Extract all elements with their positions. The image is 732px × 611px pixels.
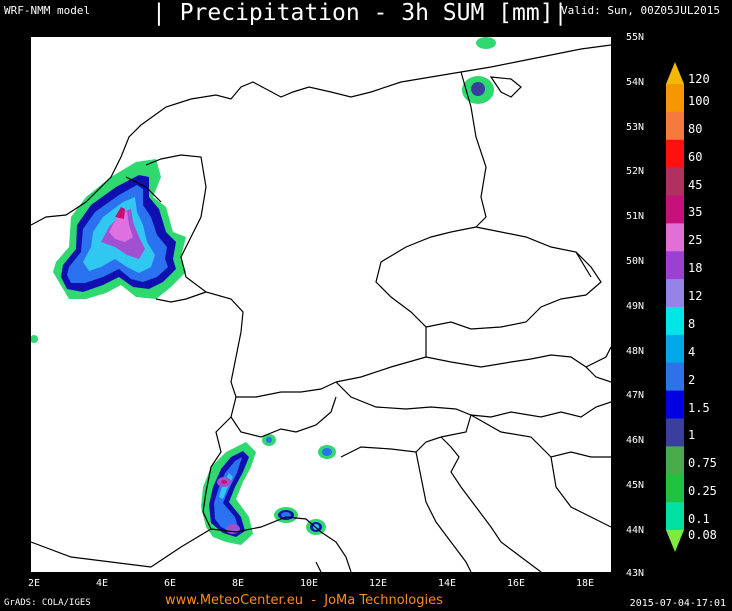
color-bar-label: 18: [688, 261, 703, 276]
color-bar-label: 60: [688, 149, 703, 164]
lon-label-6e: 6E: [163, 578, 177, 589]
color-bar-label: 12: [688, 289, 703, 304]
lon-label-12e: 12E: [368, 578, 388, 589]
lat-label-55n: 55N: [626, 32, 645, 43]
color-bar-swatch: [666, 418, 684, 447]
model-label: WRF-NMM model: [4, 4, 91, 17]
map-area: [31, 37, 611, 572]
color-bar-label: 100: [688, 93, 710, 108]
site-credit: www.MeteoCenter.eu - JoMa Technologies: [165, 593, 443, 608]
lat-label-54n: 54N: [626, 77, 645, 88]
country-borders: [31, 44, 611, 572]
color-bar-label: 25: [688, 233, 703, 248]
generated-timestamp: 2015-07-04-17:01: [629, 598, 726, 609]
lon-label-10e: 10E: [299, 578, 319, 589]
color-bar-swatch: [666, 279, 684, 308]
color-bar-swatch: [666, 502, 684, 531]
color-bar-swatch: [666, 62, 684, 84]
lon-label-18e: 18E: [575, 578, 595, 589]
color-bar-label: 0.08: [688, 528, 717, 542]
valid-time-label: Valid: Sun, 00Z05JUL2015: [561, 4, 720, 17]
color-bar-swatch: [666, 139, 684, 169]
color-bar-label: 4: [688, 344, 696, 359]
color-bar-label: 1.5: [688, 400, 710, 415]
color-bar: [666, 62, 684, 552]
color-bar-swatch: [666, 362, 684, 392]
color-bar-swatch: [666, 446, 684, 475]
color-bar-label: 0.25: [688, 484, 717, 499]
lat-label-53n: 53N: [626, 122, 645, 133]
color-bar-label: 80: [688, 121, 703, 136]
color-bar-swatch: [666, 195, 684, 224]
precipitation-map: [31, 37, 611, 572]
lat-label-52n: 52N: [626, 166, 645, 177]
lat-label-50n: 50N: [626, 256, 645, 267]
color-bar-label: 1: [688, 428, 696, 443]
color-bar-swatch: [666, 390, 684, 419]
lon-label-16e: 16E: [506, 578, 526, 589]
color-bar-label: 0.75: [688, 456, 717, 471]
color-bar-swatch: [666, 474, 684, 503]
lat-label-49n: 49N: [626, 301, 645, 312]
lon-label-4e: 4E: [95, 578, 109, 589]
color-bar-label: 45: [688, 177, 703, 192]
color-bar-swatch: [666, 334, 684, 364]
lat-label-45n: 45N: [626, 480, 645, 491]
lat-label-51n: 51N: [626, 211, 645, 222]
map-title: | Precipitation - 3h SUM [mm]|: [152, 0, 568, 26]
color-bar-swatch: [666, 111, 684, 141]
color-bar-swatch: [666, 84, 684, 113]
color-bar-label: 0.1: [688, 512, 710, 527]
grads-credit: GrADS: COLA/IGES: [4, 598, 91, 608]
lon-label-8e: 8E: [231, 578, 245, 589]
lat-label-43n: 43N: [626, 568, 645, 579]
lon-label-2e: 2E: [27, 578, 41, 589]
lat-label-44n: 44N: [626, 525, 645, 536]
color-bar-swatch: [666, 307, 684, 336]
precip-area-baltic: [462, 37, 496, 104]
lon-label-14e: 14E: [437, 578, 457, 589]
color-bar-swatch: [666, 167, 684, 196]
color-bar-label: 8: [688, 316, 696, 331]
color-bar-label: 35: [688, 205, 703, 220]
color-bar-label: 120: [688, 72, 710, 86]
color-bar-swatch: [666, 530, 684, 552]
lat-label-48n: 48N: [626, 346, 645, 357]
lat-label-47n: 47N: [626, 390, 645, 401]
color-bar-label: 2: [688, 372, 696, 387]
color-bar-swatch: [666, 251, 684, 280]
color-bar-swatch: [666, 223, 684, 252]
lat-label-46n: 46N: [626, 435, 645, 446]
